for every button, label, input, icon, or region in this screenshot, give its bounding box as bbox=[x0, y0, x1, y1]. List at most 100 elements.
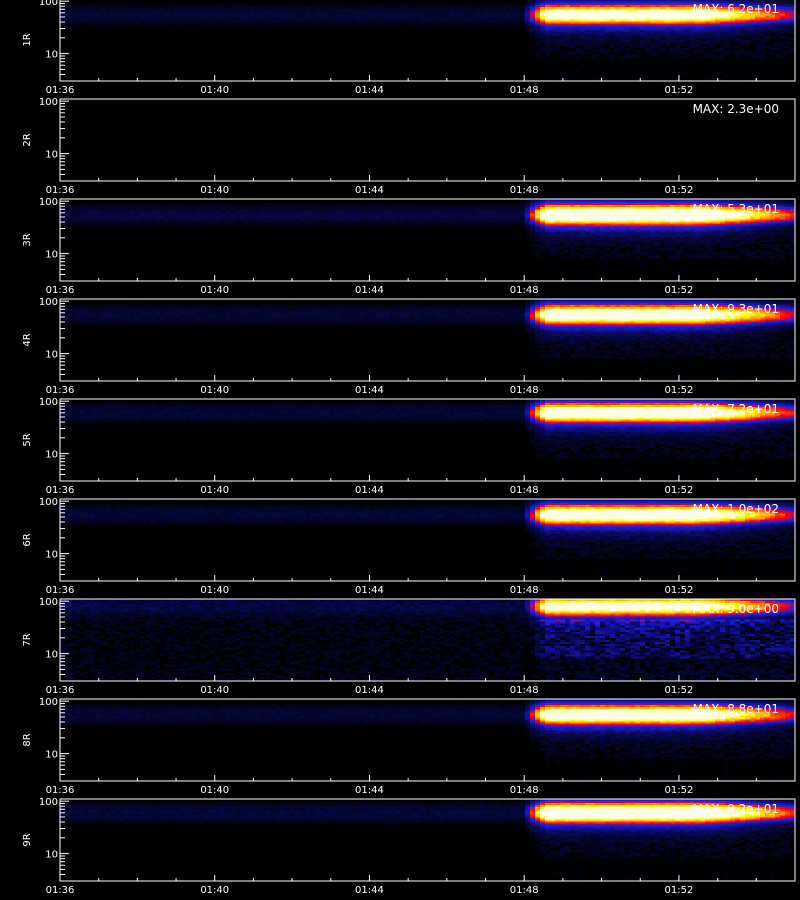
x-tick-label: 01:40 bbox=[200, 485, 229, 496]
x-tick-label: 01:36 bbox=[46, 885, 75, 896]
y-axis-label: 9R bbox=[22, 833, 33, 846]
x-tick-label: 01:48 bbox=[510, 885, 539, 896]
plot-frame bbox=[59, 498, 796, 582]
y-axis-label: 7R bbox=[22, 633, 33, 646]
x-tick-label: 01:52 bbox=[665, 485, 694, 496]
x-tick-label: 01:40 bbox=[200, 385, 229, 396]
x-tick-label: 01:40 bbox=[200, 885, 229, 896]
x-tick-label: 01:52 bbox=[665, 185, 694, 196]
y-tick-label: 100 bbox=[39, 497, 58, 508]
x-tick-label: 01:36 bbox=[46, 285, 75, 296]
max-value-label: MAX: 7.2e+01 bbox=[693, 402, 779, 416]
plot-frame bbox=[59, 0, 796, 82]
max-value-label: MAX: 6.2e+01 bbox=[693, 2, 779, 16]
y-axis-label: 1R bbox=[22, 33, 33, 46]
y-tick-label: 10 bbox=[45, 850, 58, 861]
x-tick-label: 01:52 bbox=[665, 785, 694, 796]
panels-layer: 01:36 01:40 01:44 01:48 01:52 100 10 1R MAX: 6.2… bbox=[22, 0, 796, 896]
x-tick-label: 01:44 bbox=[355, 285, 384, 296]
panel-7r: 01:36 01:40 01:44 01:48 01:52 100 10 7R MAX: 9.0… bbox=[22, 597, 796, 696]
x-tick-label: 01:40 bbox=[200, 85, 229, 96]
heatmap-image bbox=[60, 799, 795, 881]
x-tick-label: 01:52 bbox=[665, 685, 694, 696]
panel-9r: 01:36 01:40 01:44 01:48 01:52 100 10 9R MAX: 9.2… bbox=[22, 797, 796, 896]
x-tick-label: 01:36 bbox=[46, 685, 75, 696]
y-tick-label: 10 bbox=[45, 650, 58, 661]
y-tick-label: 10 bbox=[45, 750, 58, 761]
plot-frame bbox=[59, 398, 796, 482]
x-tick-label: 01:40 bbox=[200, 285, 229, 296]
panel-1r: 01:36 01:40 01:44 01:48 01:52 100 10 1R MAX: 6.2… bbox=[22, 0, 796, 96]
panel-4r: 01:36 01:40 01:44 01:48 01:52 100 10 4R MAX: 9.3… bbox=[22, 297, 796, 396]
plot-frame bbox=[59, 98, 796, 182]
plot-frame bbox=[59, 798, 796, 882]
x-tick-label: 01:48 bbox=[510, 785, 539, 796]
max-value-label: MAX: 2.3e+00 bbox=[693, 102, 779, 116]
x-tick-label: 01:40 bbox=[200, 685, 229, 696]
max-value-label: MAX: 9.2e+01 bbox=[693, 802, 779, 816]
x-tick-label: 01:36 bbox=[46, 385, 75, 396]
x-tick-label: 01:48 bbox=[510, 685, 539, 696]
x-tick-label: 01:44 bbox=[355, 585, 384, 596]
heatmap-image bbox=[60, 699, 795, 781]
x-tick-label: 01:52 bbox=[665, 85, 694, 96]
y-tick-label: 10 bbox=[45, 50, 58, 61]
x-tick-label: 01:44 bbox=[355, 385, 384, 396]
x-tick-label: 01:52 bbox=[665, 885, 694, 896]
y-tick-label: 10 bbox=[45, 550, 58, 561]
panel-6r: 01:36 01:40 01:44 01:48 01:52 100 10 6R MAX: 1.0… bbox=[22, 497, 796, 596]
x-tick-label: 01:40 bbox=[200, 185, 229, 196]
y-tick-label: 100 bbox=[39, 697, 58, 708]
y-tick-label: 10 bbox=[45, 350, 58, 361]
max-value-label: MAX: 8.8e+01 bbox=[693, 702, 779, 716]
x-tick-label: 01:48 bbox=[510, 385, 539, 396]
y-tick-label: 100 bbox=[39, 197, 58, 208]
x-tick-label: 01:44 bbox=[355, 685, 384, 696]
x-tick-label: 01:44 bbox=[355, 785, 384, 796]
plot-frame bbox=[59, 598, 796, 682]
y-tick-label: 100 bbox=[39, 397, 58, 408]
x-tick-label: 01:52 bbox=[665, 285, 694, 296]
x-tick-label: 01:36 bbox=[46, 85, 75, 96]
max-value-label: MAX: 5.3e+01 bbox=[693, 202, 779, 216]
y-axis-label: 2R bbox=[22, 133, 33, 146]
x-tick-label: 01:48 bbox=[510, 185, 539, 196]
x-tick-label: 01:36 bbox=[46, 585, 75, 596]
y-tick-label: 10 bbox=[45, 450, 58, 461]
heatmap-image bbox=[60, 99, 795, 181]
y-tick-label: 100 bbox=[39, 97, 58, 108]
x-tick-label: 01:48 bbox=[510, 585, 539, 596]
x-tick-label: 01:52 bbox=[665, 385, 694, 396]
max-value-label: MAX: 9.0e+00 bbox=[693, 602, 779, 616]
heatmap-image bbox=[60, 399, 795, 481]
y-tick-label: 100 bbox=[39, 597, 58, 608]
plot-frame bbox=[59, 198, 796, 282]
x-tick-label: 01:48 bbox=[510, 485, 539, 496]
y-axis-label: 6R bbox=[22, 533, 33, 546]
plot-frame bbox=[59, 698, 796, 782]
y-tick-label: 10 bbox=[45, 250, 58, 261]
panel-8r: 01:36 01:40 01:44 01:48 01:52 100 10 8R MAX: 8.8… bbox=[22, 697, 796, 796]
heatmap-image bbox=[60, 499, 795, 581]
x-tick-label: 01:40 bbox=[200, 585, 229, 596]
x-tick-label: 01:52 bbox=[665, 585, 694, 596]
y-tick-label: 100 bbox=[39, 297, 58, 308]
y-axis-label: 3R bbox=[22, 233, 33, 246]
y-tick-label: 10 bbox=[45, 150, 58, 161]
heatmap-image bbox=[60, 0, 795, 81]
x-tick-label: 01:44 bbox=[355, 485, 384, 496]
heatmap-image bbox=[60, 299, 795, 381]
x-tick-label: 01:36 bbox=[46, 185, 75, 196]
heatmap-image bbox=[60, 599, 795, 681]
max-value-label: MAX: 1.0e+02 bbox=[693, 502, 779, 516]
y-axis-label: 4R bbox=[22, 333, 33, 346]
x-tick-label: 01:36 bbox=[46, 785, 75, 796]
x-tick-label: 01:44 bbox=[355, 85, 384, 96]
x-tick-label: 01:44 bbox=[355, 885, 384, 896]
x-tick-label: 01:44 bbox=[355, 185, 384, 196]
panel-5r: 01:36 01:40 01:44 01:48 01:52 100 10 5R MAX: 7.2… bbox=[22, 397, 796, 496]
panel-3r: 01:36 01:40 01:44 01:48 01:52 100 10 3R MAX: 5.3… bbox=[22, 197, 796, 296]
x-tick-label: 01:48 bbox=[510, 285, 539, 296]
y-tick-label: 100 bbox=[39, 797, 58, 808]
